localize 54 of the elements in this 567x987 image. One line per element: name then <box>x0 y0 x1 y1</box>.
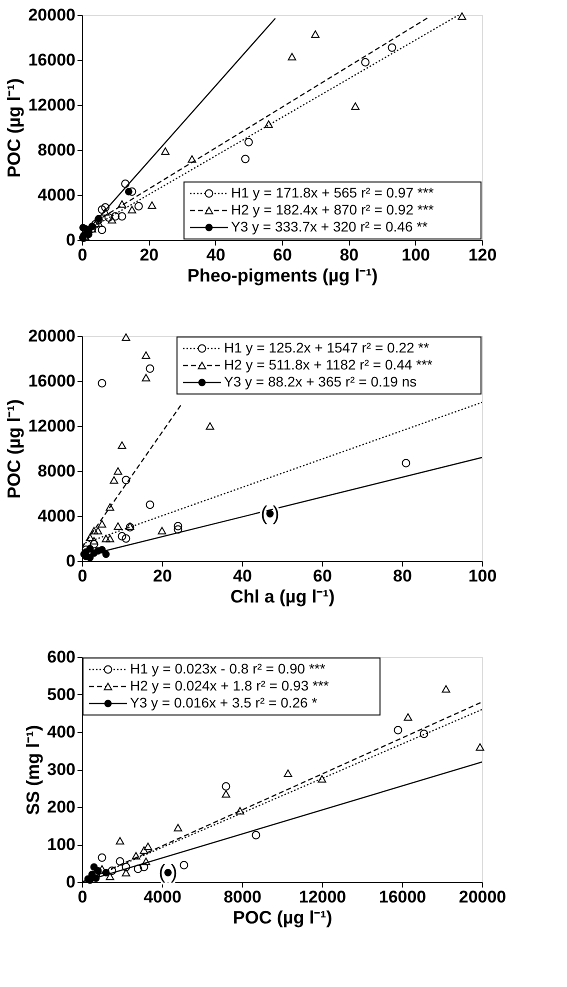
legend-label: H2 y = 182.4x + 870 r² = 0.92 *** <box>231 202 434 218</box>
x-tick-label: 120 <box>468 246 497 264</box>
x-tick-label: 40 <box>206 246 226 264</box>
y-axis-title: POC (µg l⁻¹) <box>4 399 24 499</box>
x-axis-title: Pheo-pigments (µg l⁻¹) <box>187 266 378 286</box>
y-tick-label: 4000 <box>38 506 76 526</box>
x-tick-label: 100 <box>402 246 430 264</box>
x-tick-label: 80 <box>340 246 359 264</box>
x-tick-label: 20 <box>153 566 172 586</box>
legend-label: H1 y = 0.023x - 0.8 r² = 0.90 *** <box>130 660 326 676</box>
x-tick-label: 0 <box>78 246 88 264</box>
legend-label: H2 y = 511.8x + 1182 r² = 0.44 *** <box>224 356 433 372</box>
y-tick-label: 16000 <box>28 372 76 390</box>
x-tick-label: 8000 <box>224 888 262 906</box>
y-tick-label: 200 <box>47 798 76 816</box>
x-tick-label: 80 <box>393 566 412 586</box>
legend-label: H1 y = 171.8x + 565 r² = 0.97 *** <box>231 184 434 200</box>
y-tick-label: 8000 <box>38 140 76 160</box>
x-tick-label: 12000 <box>298 888 346 906</box>
y-tick-label: 500 <box>47 685 76 704</box>
x-tick-label: 20000 <box>458 888 506 906</box>
y-tick-label: 12000 <box>28 96 76 114</box>
y-tick-label: 16000 <box>28 50 76 70</box>
legend-label: H1 y = 125.2x + 1547 r² = 0.22 ** <box>224 340 430 356</box>
y-tick-label: 0 <box>66 230 76 250</box>
x-axis-title: POC (µg l⁻¹) <box>232 908 332 928</box>
y-tick-label: 300 <box>47 760 76 779</box>
y-axis-title: POC (µg l⁻¹) <box>4 78 24 178</box>
annotation: ( ) <box>158 862 178 884</box>
y-tick-label: 8000 <box>38 462 76 480</box>
x-axis-title: Chl a (µg l⁻¹) <box>230 586 335 606</box>
y-axis-title: SS (mg l⁻¹) <box>23 724 44 815</box>
x-tick-label: 0 <box>78 888 88 906</box>
x-tick-label: 4000 <box>144 888 182 906</box>
y-tick-label: 100 <box>47 835 76 854</box>
x-tick-label: 0 <box>78 566 88 586</box>
legend-label: H2 y = 0.024x + 1.8 r² = 0.93 *** <box>130 678 330 694</box>
y-tick-label: 4000 <box>38 186 76 204</box>
y-tick-label: 0 <box>66 552 76 570</box>
x-tick-label: 60 <box>313 566 332 586</box>
legend-label: Y3 y = 0.016x + 3.5 r² = 0.26 * <box>130 694 318 710</box>
legend-label: Y3 y = 88.2x + 365 r² = 0.19 ns <box>224 374 417 390</box>
x-tick-label: 40 <box>233 566 252 586</box>
y-tick-label: 12000 <box>28 416 76 436</box>
y-tick-label: 0 <box>66 872 76 892</box>
y-tick-label: 20000 <box>28 326 76 346</box>
x-tick-label: 16000 <box>378 888 426 906</box>
y-tick-label: 20000 <box>28 6 76 24</box>
legend-label: Y3 y = 333.7x + 320 r² = 0.46 ** <box>231 218 428 234</box>
x-tick-label: 20 <box>140 246 159 264</box>
y-tick-label: 400 <box>47 722 76 742</box>
x-tick-label: 100 <box>468 566 497 586</box>
x-tick-label: 60 <box>273 246 292 264</box>
y-tick-label: 600 <box>47 648 76 666</box>
